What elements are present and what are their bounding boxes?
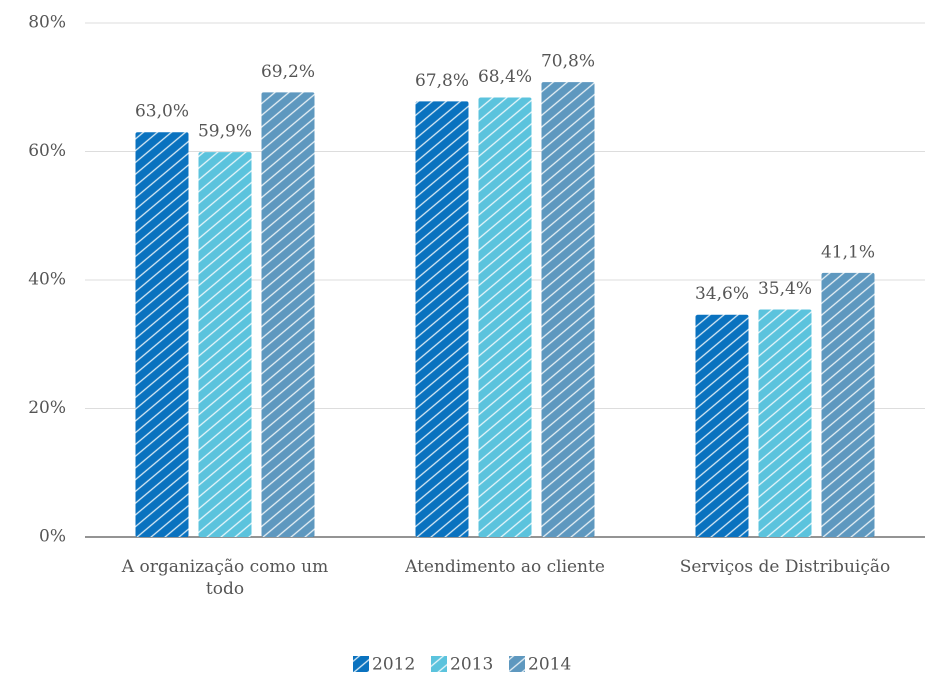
bar: [478, 97, 532, 537]
bar: [198, 152, 252, 537]
bar: [415, 101, 469, 537]
y-tick-label: 80%: [28, 13, 66, 33]
y-tick-label: 20%: [28, 398, 66, 418]
y-tick-label: 60%: [28, 141, 66, 161]
x-tick-label: Serviços de Distribuição: [679, 557, 891, 577]
y-tick-label: 40%: [28, 270, 66, 290]
legend-swatch: [431, 656, 447, 672]
value-label: 41,1%: [821, 242, 875, 262]
y-tick-label: 0%: [39, 527, 66, 547]
legend-label: 2012: [372, 655, 415, 675]
legend-swatch: [353, 656, 369, 672]
value-label: 59,9%: [198, 122, 252, 142]
value-label: 67,8%: [415, 71, 469, 91]
legend-label: 2014: [528, 655, 571, 675]
bar: [135, 132, 189, 537]
value-label: 34,6%: [695, 284, 749, 304]
value-label: 68,4%: [478, 67, 532, 87]
x-tick-label: A organização como um todo: [121, 557, 329, 599]
value-label: 35,4%: [758, 279, 812, 299]
legend-swatch: [509, 656, 525, 672]
bar: [261, 92, 315, 537]
x-tick-label: Atendimento ao cliente: [405, 557, 605, 577]
bar: [541, 82, 595, 538]
value-label: 63,0%: [135, 102, 189, 122]
bar: [821, 272, 875, 537]
legend-label: 2013: [450, 655, 493, 675]
value-label: 70,8%: [541, 52, 595, 72]
value-label: 69,2%: [261, 62, 315, 82]
bar: [695, 314, 749, 537]
bar: [758, 309, 812, 537]
